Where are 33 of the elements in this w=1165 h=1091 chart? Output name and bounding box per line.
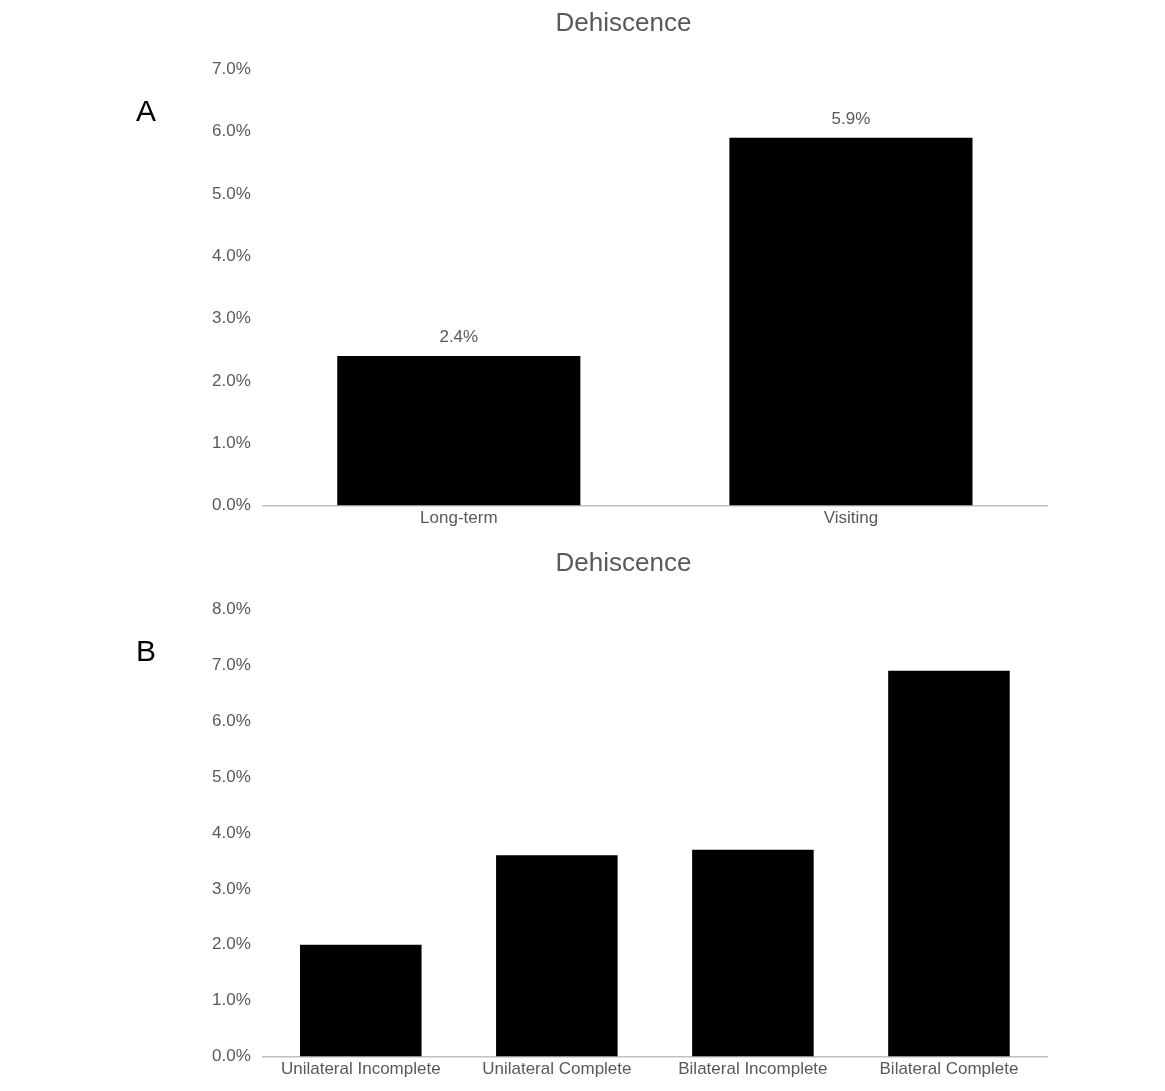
bar [692,849,814,1057]
x-tick-label: Long-term [420,508,498,528]
y-tick-label: 4.0% [212,822,251,842]
y-tick-label: 5.0% [212,766,251,786]
y-tick-label: 5.0% [212,183,251,203]
y-tick-label: 2.0% [212,934,251,954]
chart-title: Dehiscence [555,546,692,577]
y-tick-label: 3.0% [212,308,251,328]
y-tick-label: 6.0% [212,121,251,141]
y-tick-label: 7.0% [212,654,251,674]
x-tick-label: Bilateral Incomplete [678,1059,828,1079]
y-tick-label: 2.0% [212,370,251,390]
y-tick-label: 8.0% [212,598,251,618]
y-tick-label: 1.0% [212,990,251,1010]
text: B [136,634,157,668]
x-tick-label: Bilateral Complete [879,1059,1019,1079]
data-label: 5.9% [831,108,871,128]
y-tick-label: 6.0% [212,710,251,730]
chart-title: Dehiscence [555,6,692,37]
bar [300,944,422,1057]
x-tick-label: Unilateral Complete [482,1059,632,1079]
data-label: 2.4% [439,327,479,347]
y-tick-label: 3.0% [212,878,251,898]
x-tick-label: Unilateral Incomplete [280,1059,441,1079]
y-tick-label: 0.0% [212,495,251,515]
bar [496,855,618,1057]
bar [888,670,1010,1057]
y-tick-label: 7.0% [212,58,251,78]
x-tick-label: Visiting [823,508,879,528]
y-tick-label: 0.0% [212,1046,251,1066]
y-tick-label: 1.0% [212,432,251,452]
text: A [136,94,157,128]
y-tick-label: 4.0% [212,245,251,265]
